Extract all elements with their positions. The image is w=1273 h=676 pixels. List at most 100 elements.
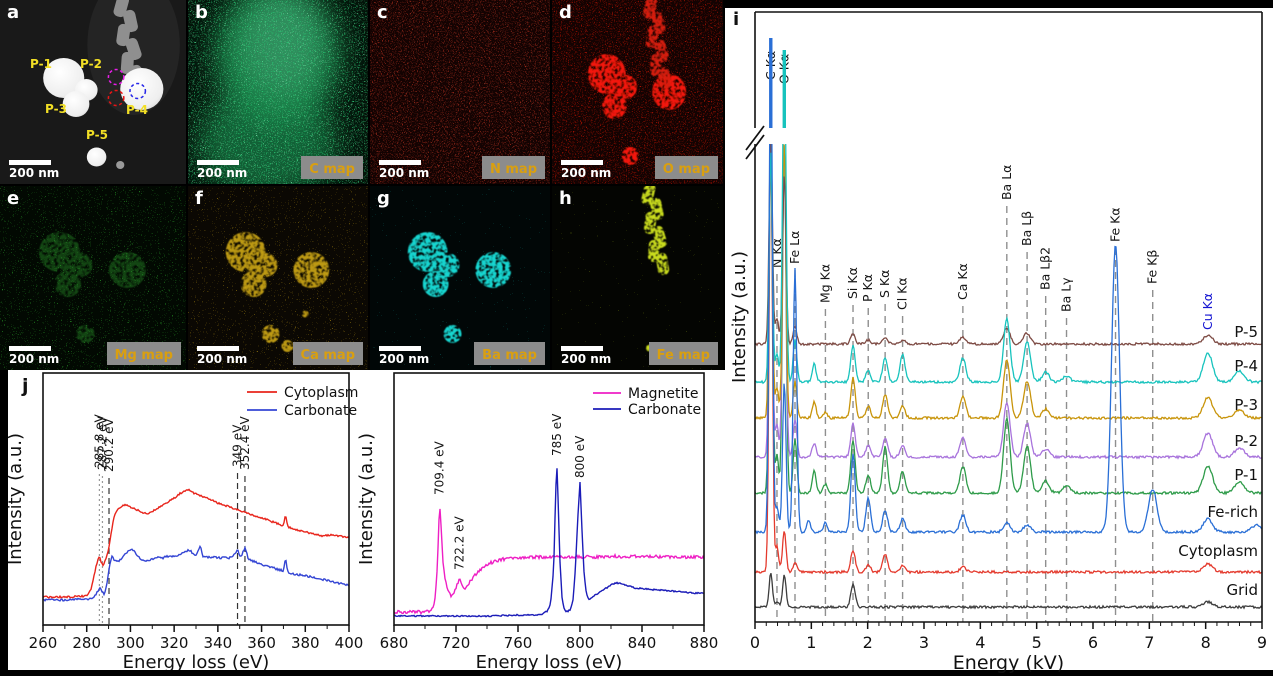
svg-text:680: 680 xyxy=(380,634,409,652)
map-tag: C map xyxy=(301,156,363,179)
svg-text:Energy loss (eV): Energy loss (eV) xyxy=(476,652,623,670)
svg-text:Ba Lβ2: Ba Lβ2 xyxy=(1038,247,1053,290)
svg-text:P-3: P-3 xyxy=(1234,396,1258,414)
svg-text:Grid: Grid xyxy=(1227,581,1258,599)
svg-text:785 eV: 785 eV xyxy=(550,413,564,456)
scale-bar: 200 nm xyxy=(9,346,59,366)
point-label-p5: P-5 xyxy=(86,128,108,142)
svg-text:349 eV: 349 eV xyxy=(231,424,245,467)
svg-text:287.2 eV: 287.2 eV xyxy=(95,415,109,470)
ca-map-art xyxy=(188,186,368,370)
svg-text:Carbonate: Carbonate xyxy=(284,403,357,419)
panel-letter-i: i xyxy=(733,9,740,30)
svg-text:0: 0 xyxy=(750,633,760,652)
svg-text:Fe Kα: Fe Kα xyxy=(1108,207,1123,242)
svg-text:Intensity (a.u.): Intensity (a.u.) xyxy=(8,433,26,565)
svg-text:300: 300 xyxy=(116,634,145,652)
c-map-art xyxy=(188,0,368,184)
svg-text:P Kα: P Kα xyxy=(860,274,875,302)
svg-text:Cl Kα: Cl Kα xyxy=(895,277,910,310)
panel-letter: h xyxy=(559,188,572,209)
panel-letter: b xyxy=(195,2,208,23)
svg-text:352.4 eV: 352.4 eV xyxy=(238,415,252,470)
svg-text:5: 5 xyxy=(1032,633,1042,652)
svg-text:360: 360 xyxy=(247,634,276,652)
svg-text:S Kα: S Kα xyxy=(877,270,892,298)
svg-text:Si Kα: Si Kα xyxy=(845,267,860,299)
panel-j-background xyxy=(8,370,725,670)
svg-text:Ba Lγ: Ba Lγ xyxy=(1059,277,1074,312)
svg-text:Cytoplasm: Cytoplasm xyxy=(284,385,358,401)
point-label-p1: P-1 xyxy=(30,57,52,71)
svg-text:800: 800 xyxy=(566,634,595,652)
svg-text:Ca Kα: Ca Kα xyxy=(955,263,970,300)
map-tag: Mg map xyxy=(106,342,181,365)
svg-text:760: 760 xyxy=(504,634,533,652)
svg-text:340: 340 xyxy=(204,634,233,652)
svg-text:840: 840 xyxy=(628,634,657,652)
svg-text:290.2 eV: 290.2 eV xyxy=(102,417,116,472)
n-map-art xyxy=(370,0,550,184)
svg-text:720: 720 xyxy=(442,634,471,652)
svg-text:280: 280 xyxy=(72,634,101,652)
svg-text:Fe-rich: Fe-rich xyxy=(1207,503,1258,521)
scale-bar: 200 nm xyxy=(379,160,429,180)
svg-text:722.2 eV: 722.2 eV xyxy=(452,515,466,570)
panel-letter: d xyxy=(559,2,572,23)
svg-text:380: 380 xyxy=(291,634,320,652)
panel-i-eds: N Kα Fe Lα Mg Kα Si Kα P Kα S Kα Cl Kα Ca Kα Ba … xyxy=(725,0,1273,676)
panel-d-o-map: d 200 nm O map xyxy=(552,0,723,184)
panel-a-stem-image: a P-1 P-2 P-3 P-4 P-5 200 nm xyxy=(0,0,186,184)
map-tag: Fe map xyxy=(648,342,718,365)
scale-bar: 200 nm xyxy=(197,160,247,180)
map-tag: O map xyxy=(654,156,718,179)
svg-text:709.4 eV: 709.4 eV xyxy=(433,440,447,495)
svg-text:Fe Lα: Fe Lα xyxy=(787,231,802,264)
svg-text:Fe Kβ: Fe Kβ xyxy=(1145,250,1160,284)
panel-j-eels: 285.8 eV 287.2 eV 290.2 eV 349 eV 352.4 eV 26… xyxy=(0,370,725,676)
svg-text:Cytoplasm: Cytoplasm xyxy=(1178,542,1258,560)
point-label-p2: P-2 xyxy=(80,57,102,71)
roi-circle-blue xyxy=(129,82,147,100)
panel-letter-j: j xyxy=(22,375,29,397)
ba-map-art xyxy=(370,186,550,370)
point-label-p4: P-4 xyxy=(126,103,148,117)
svg-text:1: 1 xyxy=(806,633,816,652)
roi-circle-magenta xyxy=(107,68,125,86)
svg-text:4: 4 xyxy=(975,633,985,652)
panel-b-c-map: b 200 nm C map xyxy=(188,0,368,184)
scale-bar: 200 nm xyxy=(197,346,247,366)
panel-letter: f xyxy=(195,188,203,209)
svg-text:880: 880 xyxy=(690,634,719,652)
scale-bar: 200 nm xyxy=(9,160,59,180)
scale-bar: 200 nm xyxy=(561,160,611,180)
svg-text:800 eV: 800 eV xyxy=(573,435,587,478)
panel-e-mg-map: e 200 nm Mg map xyxy=(0,186,186,370)
svg-text:P-2: P-2 xyxy=(1234,432,1258,450)
svg-text:8: 8 xyxy=(1201,633,1211,652)
fe-map-art xyxy=(552,186,723,370)
svg-text:2: 2 xyxy=(863,633,873,652)
panel-letter: g xyxy=(377,188,390,209)
panel-f-ca-map: f 200 nm Ca map xyxy=(188,186,368,370)
scale-bar: 200 nm xyxy=(379,346,429,366)
map-tag: Ba map xyxy=(474,342,545,365)
svg-text:P-5: P-5 xyxy=(1234,323,1258,341)
o-map-art xyxy=(552,0,723,184)
svg-text:Ba Lβ: Ba Lβ xyxy=(1019,211,1034,246)
svg-text:320: 320 xyxy=(160,634,189,652)
roi-circle-red xyxy=(107,89,125,107)
svg-text:Intensity (a.u.): Intensity (a.u.) xyxy=(729,251,750,383)
svg-text:Energy (kV): Energy (kV) xyxy=(953,652,1064,674)
panel-letter: e xyxy=(7,188,20,209)
svg-text:3: 3 xyxy=(919,633,929,652)
svg-text:Carbonate: Carbonate xyxy=(628,402,701,418)
svg-text:P-1: P-1 xyxy=(1234,466,1258,484)
svg-text:Ba Lα: Ba Lα xyxy=(999,165,1014,200)
stem-image-art xyxy=(0,0,186,184)
svg-text:Intensity (a.u.): Intensity (a.u.) xyxy=(356,433,377,565)
scale-bar: 200 nm xyxy=(561,346,611,366)
svg-text:Cu Kα: Cu Kα xyxy=(1200,293,1215,330)
